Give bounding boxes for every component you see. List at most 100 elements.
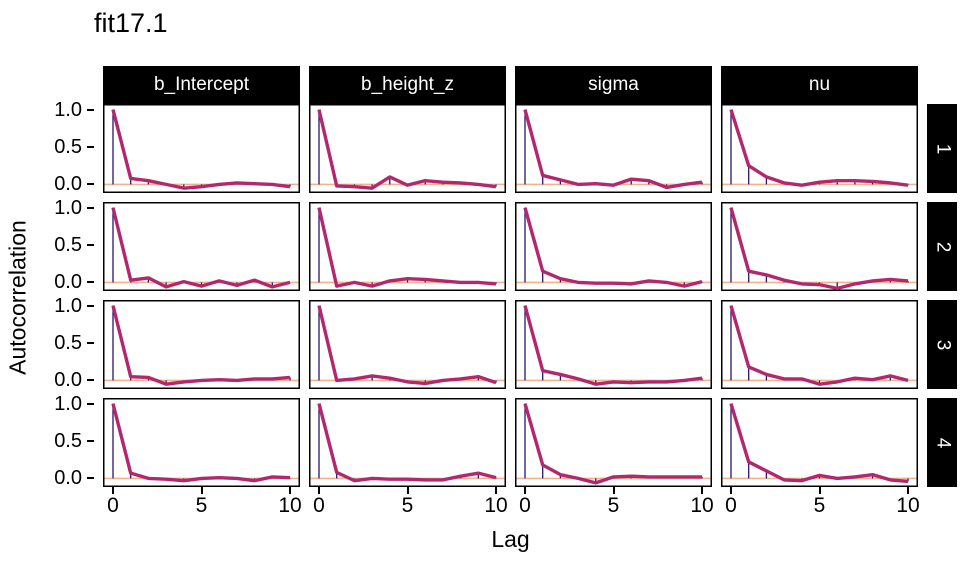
y-tick-mark: [87, 304, 94, 307]
x-tick-label: 5: [813, 494, 826, 517]
x-tick-label: 10: [278, 494, 302, 517]
x-tick-label: 0: [725, 494, 737, 517]
facet-panel-sigma-chain1: [515, 104, 712, 193]
row-strip-1: 1: [927, 104, 957, 193]
y-axis-label: Autocorrelation: [4, 220, 31, 375]
facet-panel-b_Intercept-chain3: [103, 300, 300, 389]
y-tick-label: 1.0: [54, 392, 82, 415]
x-axis-ticks-nu: 0 5 10: [721, 487, 920, 517]
x-tick-mark: [730, 487, 732, 494]
x-axis-ticks-b_height_z: 0 5 10: [309, 487, 508, 517]
x-tick-mark: [406, 487, 409, 494]
facet-panel-sigma-chain3: [515, 300, 712, 389]
acf-line: [111, 207, 291, 289]
x-tick-label: 10: [896, 494, 920, 517]
panel-border: [515, 104, 712, 193]
y-tick-mark: [87, 402, 94, 405]
x-tick-label: 5: [195, 494, 208, 517]
x-tick-label: 0: [107, 494, 119, 517]
panel-border: [309, 202, 506, 291]
acf-plot: [103, 300, 300, 389]
acf-line: [111, 403, 291, 483]
y-tick-label: 0.0: [54, 271, 82, 294]
y-tick-mark: [87, 108, 94, 111]
facet-panel-sigma-chain2: [515, 202, 712, 291]
acf-plot: [721, 104, 918, 193]
row-strip-label: 4: [931, 437, 953, 448]
facet-panel-b_Intercept-chain4: [103, 398, 300, 487]
x-tick-mark: [495, 487, 497, 494]
facet-panel-b_height_z-chain1: [309, 104, 506, 193]
x-tick-label: 0: [313, 494, 325, 517]
panel-border: [721, 398, 918, 487]
y-tick-mark: [87, 440, 94, 442]
acf-line: [317, 305, 497, 386]
panel-border: [309, 300, 506, 389]
x-axis-ticks-b_Intercept: 0 5 10: [103, 487, 302, 517]
facet-panel-b_height_z-chain4: [309, 398, 506, 487]
acf-plot: [515, 104, 712, 193]
panel-border: [515, 300, 712, 389]
col-strip-label: b_height_z: [361, 74, 454, 95]
x-tick-mark: [112, 487, 114, 494]
y-tick-label: 0.0: [54, 173, 82, 196]
row-strip-4: 4: [927, 398, 957, 487]
acf-plot: [309, 398, 506, 487]
y-axis-ticks-row-3: 1.0 0.5 0.0: [38, 296, 94, 392]
y-tick-label: 0.0: [54, 369, 82, 392]
col-strip-b_Intercept: b_Intercept: [103, 66, 300, 104]
panel-border: [721, 104, 918, 193]
acf-line: [111, 305, 291, 386]
acf-plot: [721, 398, 918, 487]
acf-plot: [515, 202, 712, 291]
facet-grid: b_Intercept b_height_z sigma nu 1.0 0.5 0.0 1 1.…: [38, 66, 957, 553]
x-axis-ticks-sigma: 0 5 10: [515, 487, 714, 517]
y-axis-ticks-row-1: 1.0 0.5 0.0: [38, 100, 94, 196]
facet-panel-nu-chain2: [721, 202, 918, 291]
acf-plot: [721, 300, 918, 389]
panel-border: [309, 104, 506, 193]
acf-line: [523, 305, 703, 386]
y-tick-mark: [87, 206, 94, 209]
y-axis-ticks-row-4: 1.0 0.5 0.0: [38, 394, 94, 488]
col-strip-sigma: sigma: [515, 66, 712, 104]
col-strip-nu: nu: [721, 66, 918, 104]
x-tick-mark: [200, 487, 203, 494]
facet-panel-sigma-chain4: [515, 398, 712, 487]
row-strip-label: 2: [931, 241, 953, 252]
acf-line: [523, 403, 702, 485]
x-tick-mark: [524, 487, 526, 494]
y-tick-mark: [87, 244, 94, 246]
facet-panel-b_Intercept-chain2: [103, 202, 300, 291]
row-strip-2: 2: [927, 202, 957, 291]
facet-panel-nu-chain3: [721, 300, 918, 389]
x-tick-mark: [612, 487, 615, 494]
row-strip-3: 3: [927, 300, 957, 389]
acf-plot: [103, 398, 300, 487]
x-tick-label: 10: [484, 494, 508, 517]
facet-panel-b_Intercept-chain1: [103, 104, 300, 193]
facet-panel-nu-chain4: [721, 398, 918, 487]
x-tick-mark: [907, 487, 909, 494]
y-tick-mark: [87, 342, 94, 344]
acf-line: [317, 207, 497, 288]
x-tick-mark: [818, 487, 821, 494]
acf-plot: [103, 104, 300, 193]
acf-plot: [103, 202, 300, 291]
acf-plot: [309, 104, 506, 193]
x-tick-label: 0: [519, 494, 531, 517]
panel-border: [103, 300, 300, 389]
acf-line: [729, 109, 909, 187]
acf-plot: [721, 202, 918, 291]
y-tick-label: 0.5: [54, 234, 82, 256]
col-strip-label: sigma: [588, 74, 639, 95]
panel-border: [721, 300, 918, 389]
acf-plot: [515, 398, 712, 487]
y-tick-mark: [87, 146, 94, 148]
x-tick-label: 5: [401, 494, 414, 517]
y-axis-ticks-row-2: 1.0 0.5 0.0: [38, 198, 94, 294]
y-tick-label: 1.0: [54, 98, 82, 121]
x-tick-label: 5: [607, 494, 620, 517]
panel-border: [309, 398, 506, 487]
facet-panel-b_height_z-chain3: [309, 300, 506, 389]
